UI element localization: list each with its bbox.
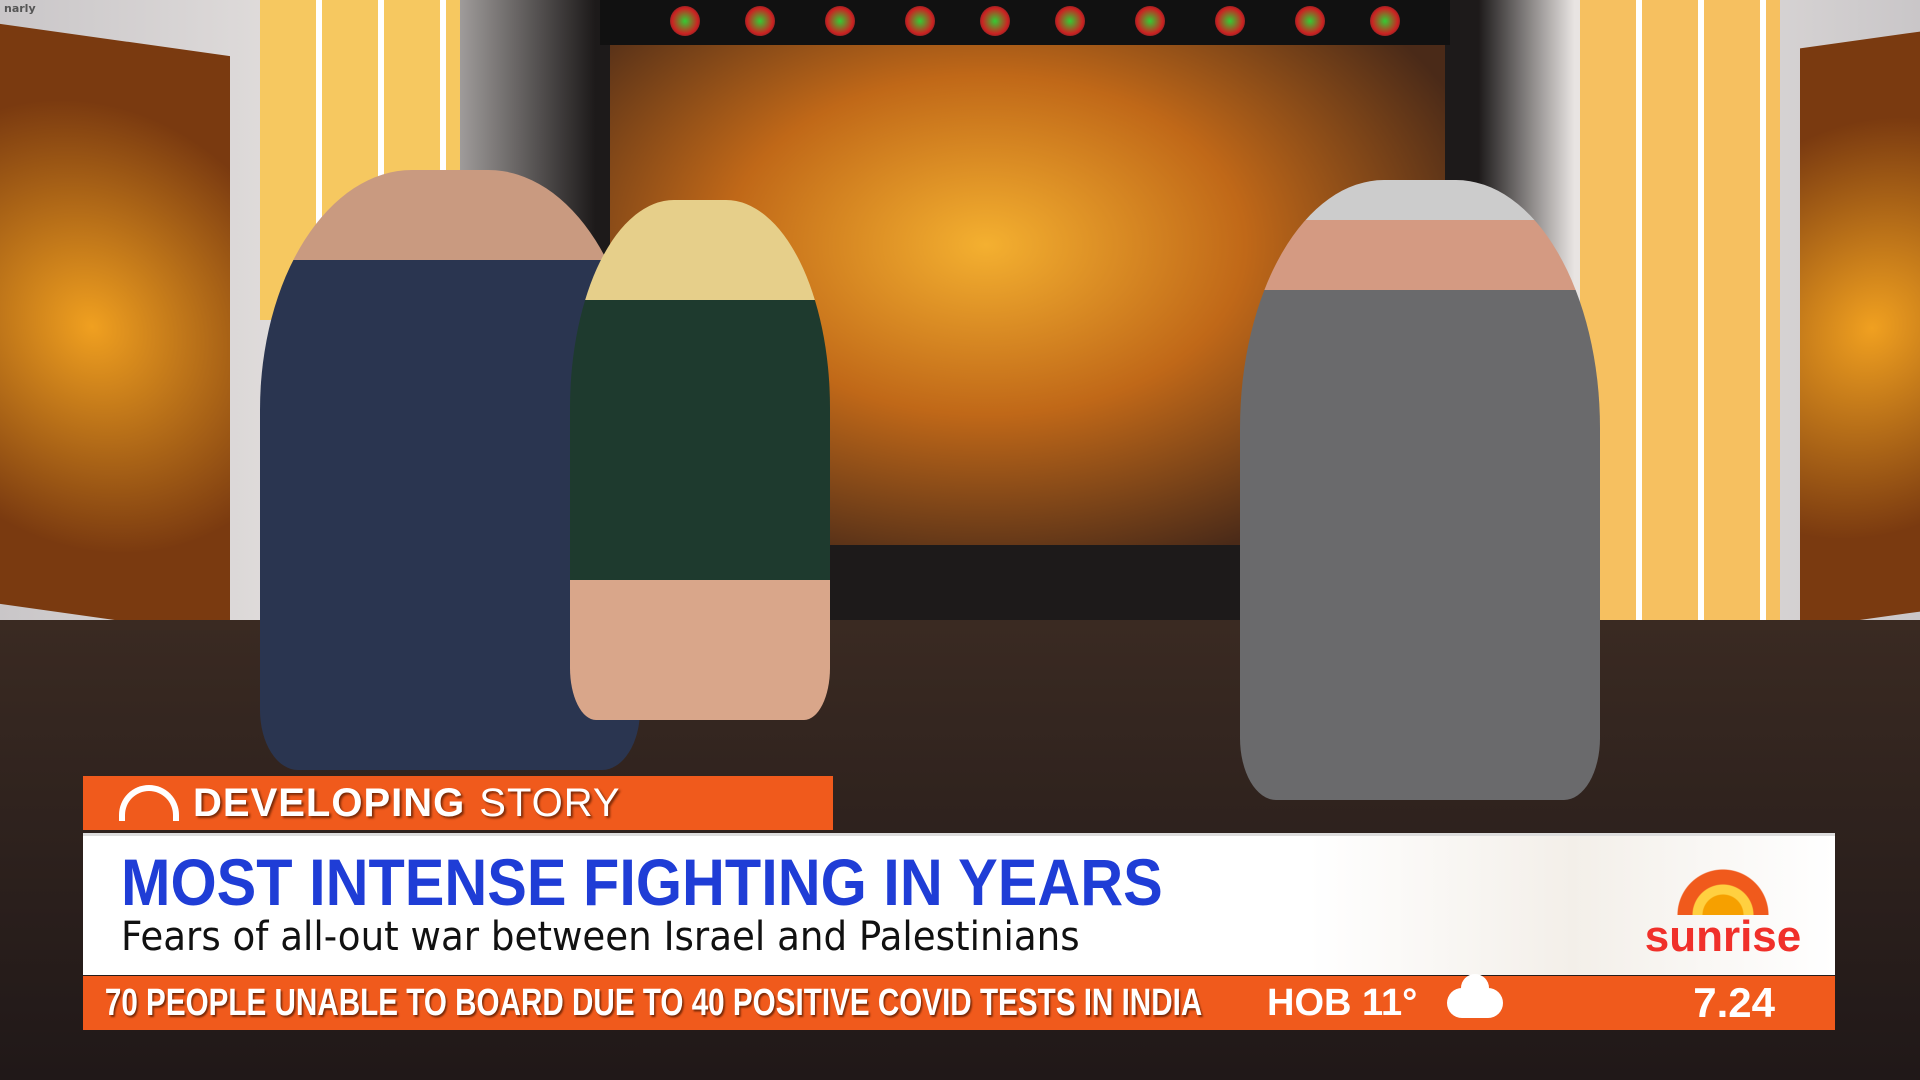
weather-temp: 11° bbox=[1362, 981, 1418, 1024]
weather-location: HOB bbox=[1267, 981, 1352, 1024]
developing-story-tab: DEVELOPING STORY bbox=[83, 776, 833, 830]
guest bbox=[1240, 180, 1600, 800]
tag-bold: DEVELOPING bbox=[193, 780, 466, 825]
sunrise-arc-icon bbox=[119, 785, 179, 821]
headline: MOST INTENSE FIGHTING IN YEARS bbox=[121, 845, 1163, 919]
tag-light: STORY bbox=[479, 780, 621, 825]
studio-window-right bbox=[1580, 0, 1780, 650]
lower-third: MOST INTENSE FIGHTING IN YEARS Fears of … bbox=[83, 833, 1835, 975]
weather: HOB 11° bbox=[1267, 974, 1504, 1025]
ticker-text: 70 PEOPLE UNABLE TO BOARD DUE TO 40 POSI… bbox=[104, 981, 1203, 1024]
subheadline: Fears of all-out war between Israel and … bbox=[121, 914, 1080, 960]
corner-text: narly bbox=[4, 2, 36, 15]
presenter-female bbox=[570, 200, 830, 720]
map-screen-right bbox=[1800, 31, 1920, 629]
weather-location-temp: HOB 11° bbox=[1267, 982, 1417, 1025]
lighting-rig bbox=[600, 0, 1450, 45]
cloud-icon bbox=[1447, 974, 1504, 1018]
clock: 7.24 bbox=[1693, 979, 1775, 1026]
rainbow-icon bbox=[1668, 860, 1778, 915]
map-screen-left bbox=[0, 23, 230, 637]
brand-text: sunrise bbox=[1644, 912, 1802, 961]
news-ticker: 70 PEOPLE UNABLE TO BOARD DUE TO 40 POSI… bbox=[83, 974, 1835, 1030]
sunrise-logo: sunrise bbox=[1633, 860, 1813, 960]
